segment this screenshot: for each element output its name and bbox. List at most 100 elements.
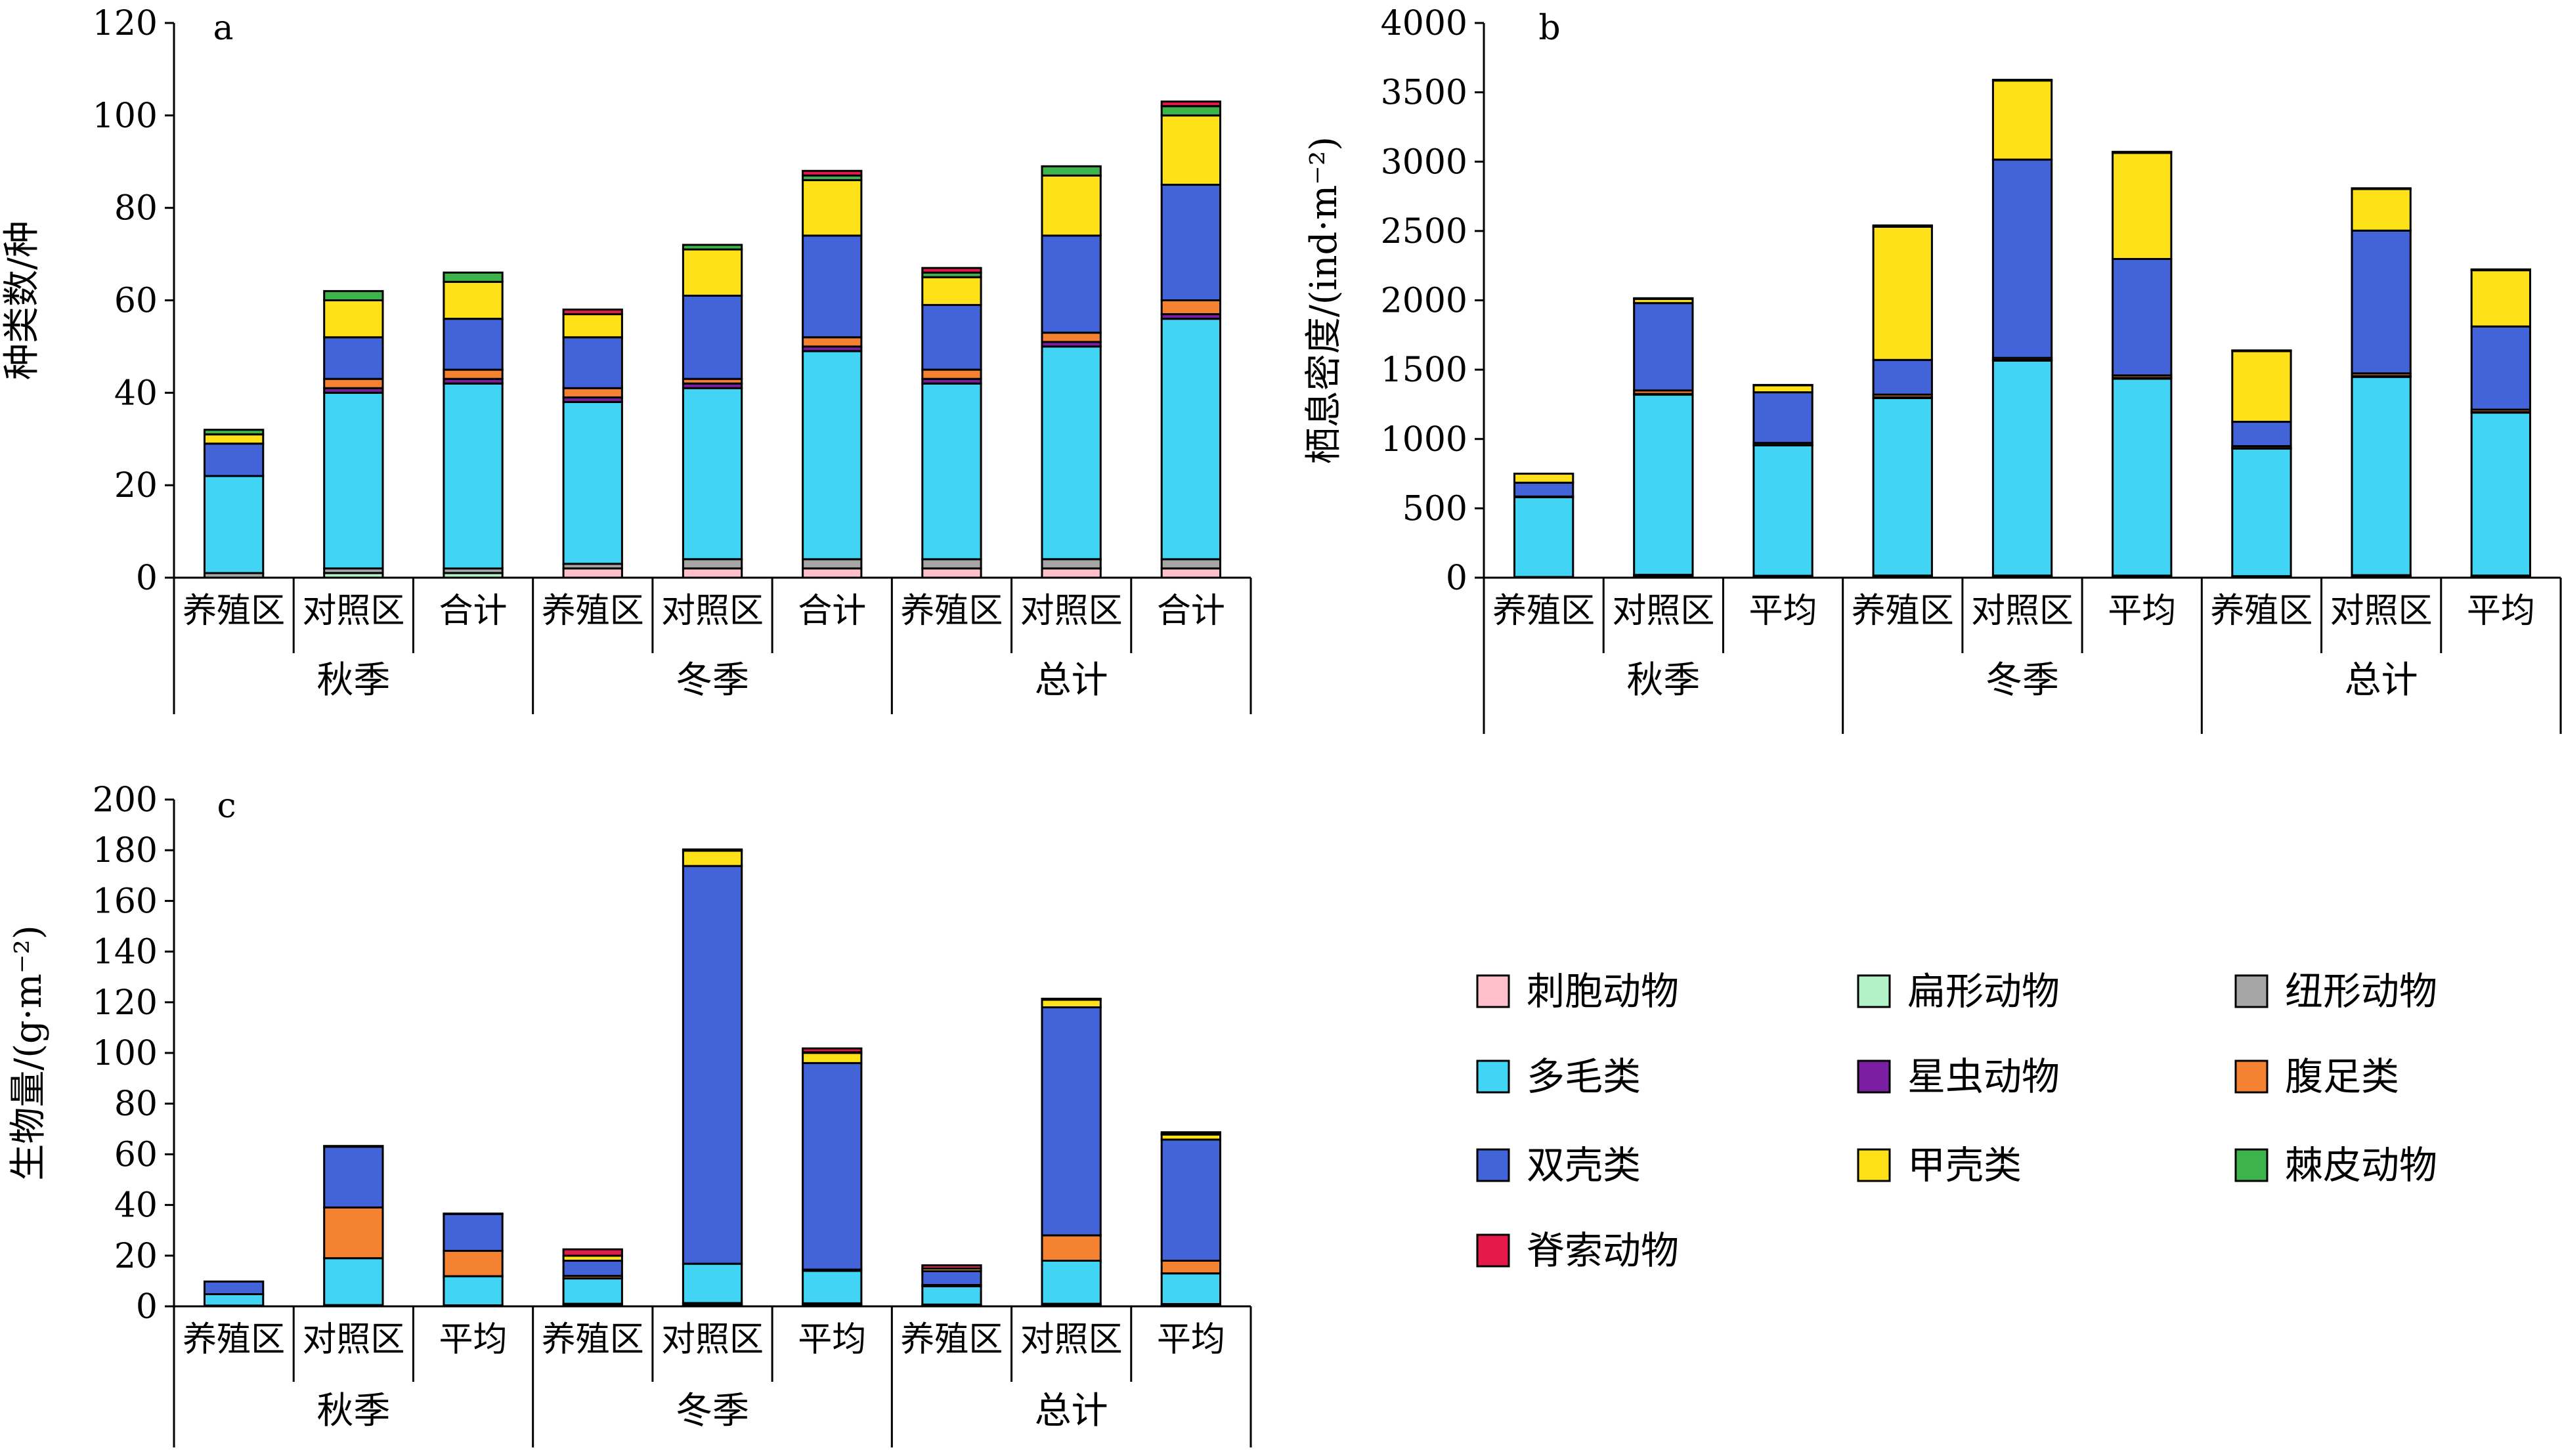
legend-swatch xyxy=(1857,1060,1891,1094)
x-tick-label: 平均 xyxy=(1157,1320,1225,1360)
bar-segment xyxy=(2470,268,2531,271)
legend-swatch xyxy=(1476,1233,1510,1268)
x-tick-label: 养殖区 xyxy=(1852,591,1954,631)
x-tick-label: 平均 xyxy=(439,1320,508,1360)
bar-segment xyxy=(204,1293,265,1307)
bar-segment xyxy=(2351,375,2412,576)
group-label: 秋季 xyxy=(316,659,390,702)
bar-segment xyxy=(921,558,982,570)
bar-segment xyxy=(204,475,265,574)
y-tick-label: 20 xyxy=(114,1237,158,1276)
bar-segment xyxy=(2112,377,2173,577)
bar-segment xyxy=(443,318,504,371)
x-tick-label: 平均 xyxy=(1749,591,1817,631)
y-tick-label: 100 xyxy=(93,1034,158,1073)
bar-segment xyxy=(1041,558,1102,570)
bar-segment xyxy=(1041,165,1102,177)
y-tick-label: 40 xyxy=(114,1186,158,1226)
x-tick-label: 对照区 xyxy=(1020,591,1123,631)
bar-segment xyxy=(1513,473,1574,484)
bar-segment xyxy=(1041,1260,1102,1305)
x-tick-label: 养殖区 xyxy=(183,1320,285,1360)
legend-label: 双壳类 xyxy=(1527,1143,1641,1188)
y-tick-label: 180 xyxy=(93,831,158,870)
y-tick-label: 100 xyxy=(93,96,158,136)
group-label: 秋季 xyxy=(1626,659,1700,702)
x-tick-label: 平均 xyxy=(2467,591,2535,631)
bar-segment xyxy=(2231,421,2292,448)
bar-segment xyxy=(921,567,982,579)
bar-segment xyxy=(1160,558,1221,570)
bar-segment xyxy=(921,368,982,380)
bar-segment xyxy=(802,558,863,570)
bar-segment xyxy=(1160,1138,1221,1262)
bar-segment xyxy=(562,387,623,398)
bar-segment xyxy=(1041,345,1102,561)
x-tick-label: 对照区 xyxy=(1020,1320,1123,1360)
bar-segment xyxy=(1513,481,1574,498)
bar-segment xyxy=(682,849,743,867)
bar-segment xyxy=(323,289,384,301)
bar-segment xyxy=(802,1047,863,1054)
group-label: 冬季 xyxy=(676,659,749,702)
x-tick-label: 养殖区 xyxy=(900,1320,1003,1360)
bar-segment xyxy=(562,313,623,339)
bar-segment xyxy=(1041,998,1102,1009)
bar-segment xyxy=(1041,567,1102,579)
bar-segment xyxy=(443,280,504,320)
legend-label: 棘皮动物 xyxy=(2285,1143,2437,1188)
bar-segment xyxy=(2470,412,2531,577)
bar-segment xyxy=(1752,444,1813,577)
bar-segment xyxy=(1041,1006,1102,1237)
bar-segment xyxy=(2470,269,2531,328)
x-tick-label: 对照区 xyxy=(302,1320,404,1360)
x-tick-label: 对照区 xyxy=(661,1320,764,1360)
bar-segment xyxy=(1041,997,1102,1001)
x-tick-label: 养殖区 xyxy=(542,1320,644,1360)
legend-label: 脊索动物 xyxy=(1527,1228,1679,1273)
bar-segment xyxy=(1160,1260,1221,1275)
legend-label: 腹足类 xyxy=(2285,1054,2399,1099)
bar-segment xyxy=(1160,100,1221,108)
bar-segment xyxy=(1991,359,2053,577)
x-tick-label: 平均 xyxy=(798,1320,866,1360)
bar-segment xyxy=(323,391,384,570)
bar-segment xyxy=(682,1262,743,1304)
x-tick-label: 合计 xyxy=(1157,591,1225,631)
legend-label: 星虫动物 xyxy=(1907,1054,2060,1099)
bar-segment xyxy=(443,271,504,283)
y-tick-label: 3500 xyxy=(1381,74,1467,113)
bar-segment xyxy=(323,1207,384,1260)
bar-segment xyxy=(2231,350,2292,423)
bar-segment xyxy=(682,244,743,251)
bar-segment xyxy=(2351,187,2412,190)
legend-swatch xyxy=(2234,1060,2269,1094)
group-label: 冬季 xyxy=(1986,659,2059,702)
bar-segment xyxy=(1160,105,1221,117)
bar-segment xyxy=(1041,174,1102,237)
bar-segment xyxy=(1513,496,1574,578)
bar-segment xyxy=(1991,79,2053,82)
bar-segment xyxy=(1160,1131,1221,1136)
y-tick-label: 20 xyxy=(114,466,158,505)
y-tick-label: 120 xyxy=(93,4,158,43)
legend-label: 甲壳类 xyxy=(1907,1143,2022,1188)
legend-label: 扁形动物 xyxy=(1907,969,2060,1014)
legend-label: 刺胞动物 xyxy=(1527,969,1679,1014)
bar-segment xyxy=(921,1264,982,1270)
bar-segment xyxy=(562,567,623,579)
bar-segment xyxy=(1041,1234,1102,1262)
bar-segment xyxy=(802,336,863,348)
bar-segment xyxy=(682,865,743,1265)
legend-swatch xyxy=(2234,974,2269,1008)
y-tick-label: 200 xyxy=(93,781,158,820)
group-label: 总计 xyxy=(2345,659,2418,702)
bar-segment xyxy=(2112,152,2173,260)
x-tick-label: 养殖区 xyxy=(183,591,285,631)
y-tick-label: 3000 xyxy=(1381,142,1467,182)
bar-segment xyxy=(921,1270,982,1287)
bar-segment xyxy=(1872,396,1933,577)
bar-segment xyxy=(562,309,623,316)
bar-segment xyxy=(323,1257,384,1306)
bar-segment xyxy=(323,336,384,380)
